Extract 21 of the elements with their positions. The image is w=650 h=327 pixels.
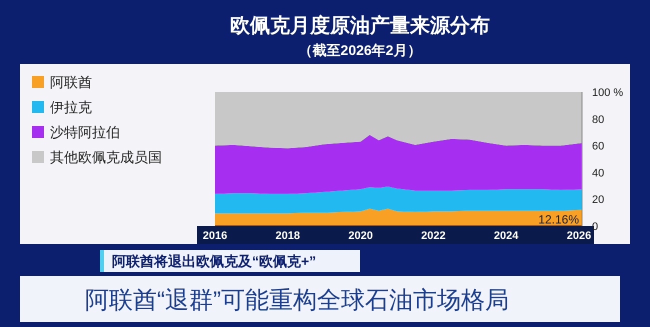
text: 阿联酋将退出欧佩克及“欧佩克+”	[112, 253, 316, 269]
annotation: 12.16%	[538, 212, 580, 227]
legend-label: 阿联酋	[50, 74, 92, 90]
chart-title: 欧佩克月度原油产量来源分布	[230, 14, 490, 37]
y-tick-label: 0	[592, 221, 598, 233]
text: 阿联酋“退群”可能重构全球石油市场格局	[85, 287, 509, 314]
x-tick-label: 2026	[566, 230, 592, 242]
x-tick-label: 2018	[276, 230, 300, 242]
x-tick-label: 2024	[494, 230, 520, 242]
x-tick-label: 2020	[348, 230, 373, 242]
y-tick-label: 80	[592, 114, 604, 126]
y-tick-label: 100 %	[592, 87, 624, 99]
y-tick-label: 20	[592, 194, 604, 206]
y-tick-label: 40	[592, 167, 604, 180]
y-tick-label: 60	[592, 140, 604, 153]
x-tick-label: 2016	[202, 230, 228, 242]
chart-subtitle: （截至2026年2月）	[298, 42, 422, 58]
x-tick-label: 2022	[421, 230, 446, 242]
legend-label: 沙特阿拉伯	[50, 124, 120, 140]
legend-label: 伊拉克	[50, 99, 92, 115]
legend-label: 其他欧佩克成员国	[50, 149, 162, 165]
